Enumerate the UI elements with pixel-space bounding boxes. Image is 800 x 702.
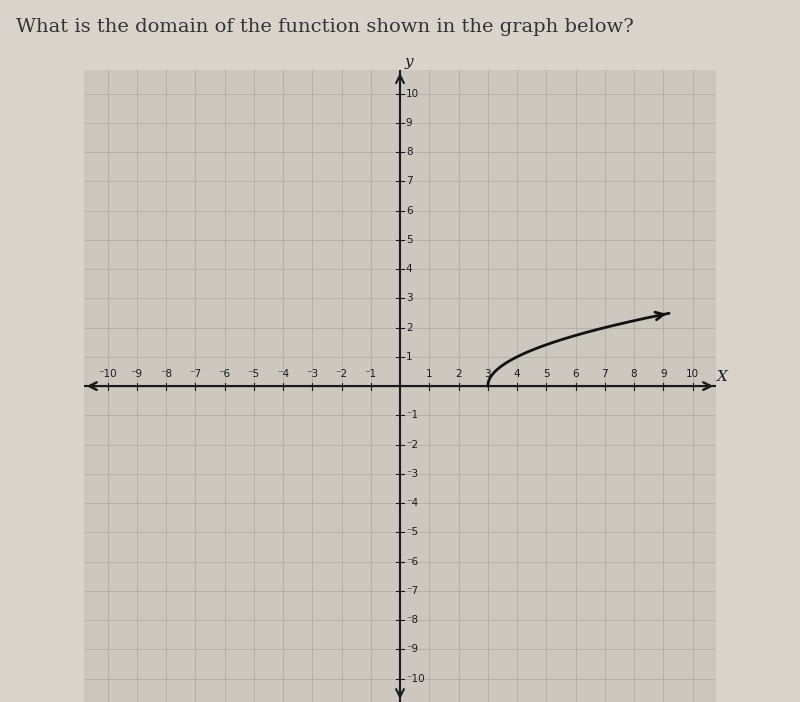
Text: ⁻2: ⁻2 [335,369,347,379]
Text: X: X [718,371,728,384]
Text: ⁻3: ⁻3 [406,469,418,479]
Text: 8: 8 [630,369,638,379]
Text: 8: 8 [406,147,413,157]
Text: 4: 4 [514,369,520,379]
Text: 7: 7 [406,176,413,186]
Text: 1: 1 [426,369,433,379]
Text: ⁻8: ⁻8 [160,369,172,379]
Text: 2: 2 [455,369,462,379]
Text: 5: 5 [406,235,413,245]
Text: ⁻5: ⁻5 [406,527,418,537]
Text: ⁻10: ⁻10 [98,369,117,379]
Text: ⁻5: ⁻5 [248,369,260,379]
Text: ⁻6: ⁻6 [406,557,418,567]
Text: ⁻7: ⁻7 [189,369,202,379]
Text: 2: 2 [406,323,413,333]
Text: 5: 5 [543,369,550,379]
Text: ⁻8: ⁻8 [406,615,418,625]
Text: 1: 1 [406,352,413,362]
Text: ⁻1: ⁻1 [406,411,418,420]
Text: What is the domain of the function shown in the graph below?: What is the domain of the function shown… [16,18,634,36]
Text: ⁻3: ⁻3 [306,369,318,379]
Text: ⁻1: ⁻1 [365,369,377,379]
Text: ⁻6: ⁻6 [218,369,230,379]
Text: ⁻9: ⁻9 [406,644,418,654]
Text: 10: 10 [686,369,699,379]
Text: y: y [405,55,413,69]
Text: 10: 10 [406,88,419,98]
Text: 3: 3 [406,293,413,303]
Text: 3: 3 [485,369,491,379]
Text: 6: 6 [572,369,579,379]
Text: 6: 6 [406,206,413,216]
Text: ⁻9: ⁻9 [130,369,143,379]
Text: ⁻2: ⁻2 [406,439,418,449]
Text: 4: 4 [406,264,413,274]
Text: 9: 9 [660,369,666,379]
Text: ⁻4: ⁻4 [406,498,418,508]
Text: ⁻7: ⁻7 [406,586,418,596]
Text: ⁻4: ⁻4 [277,369,289,379]
Text: 9: 9 [406,118,413,128]
Text: ⁻10: ⁻10 [406,674,425,684]
Text: 7: 7 [602,369,608,379]
